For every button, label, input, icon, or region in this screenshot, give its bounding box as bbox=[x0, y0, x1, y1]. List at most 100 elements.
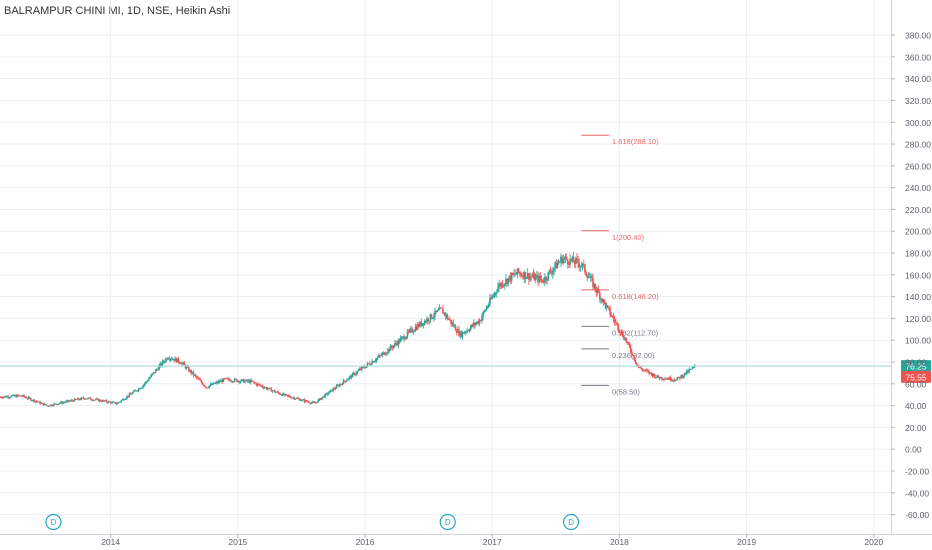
candle-body bbox=[655, 377, 657, 379]
candle-body bbox=[295, 398, 298, 399]
candle-body bbox=[23, 395, 25, 397]
candle-body bbox=[583, 263, 585, 265]
candle-body bbox=[105, 400, 108, 402]
candle-body bbox=[272, 390, 275, 392]
candle-body bbox=[530, 276, 532, 278]
candle-body bbox=[72, 400, 75, 402]
candle-body bbox=[436, 310, 439, 312]
candle-body bbox=[103, 400, 105, 402]
candle-body bbox=[277, 391, 279, 393]
candle-body bbox=[382, 352, 385, 354]
candle-body bbox=[633, 355, 635, 360]
candle-body bbox=[178, 362, 181, 364]
dividend-marker-icon[interactable]: D bbox=[45, 513, 62, 531]
candle-body bbox=[552, 270, 554, 274]
candle-body bbox=[463, 332, 466, 334]
candle-body bbox=[372, 361, 374, 363]
time-tick-label: 2018 bbox=[610, 537, 629, 547]
candle-body bbox=[55, 403, 57, 405]
candle-body bbox=[422, 323, 425, 325]
candle-body bbox=[198, 378, 200, 380]
candle-body bbox=[410, 328, 412, 330]
candle-body bbox=[484, 310, 487, 312]
candle-body bbox=[609, 308, 611, 315]
candle-body bbox=[688, 369, 690, 373]
candle-body bbox=[562, 258, 565, 264]
dividend-marker-icon[interactable]: D bbox=[439, 513, 456, 531]
candle-body bbox=[248, 380, 251, 383]
candle-body bbox=[689, 369, 692, 370]
candle-body bbox=[185, 366, 188, 369]
candle-body bbox=[215, 381, 218, 383]
candle-body bbox=[666, 378, 669, 380]
candle-body bbox=[658, 377, 661, 379]
price-tick-label: 300.00 bbox=[905, 118, 931, 128]
candle-body bbox=[6, 396, 8, 398]
candle-body bbox=[49, 404, 52, 406]
candle-body bbox=[144, 382, 147, 385]
candle-body bbox=[623, 336, 625, 340]
candle-body bbox=[33, 399, 36, 402]
candle-body bbox=[59, 401, 62, 404]
candle-body bbox=[77, 398, 79, 400]
candle-body bbox=[476, 321, 479, 324]
candle-body bbox=[294, 398, 297, 400]
candle-body bbox=[107, 401, 110, 403]
candle-body bbox=[661, 379, 664, 380]
candle-body bbox=[603, 299, 606, 303]
candle-body bbox=[154, 369, 157, 373]
candle-body bbox=[141, 387, 143, 389]
dividend-marker-icon[interactable]: D bbox=[562, 513, 580, 531]
candle-body bbox=[682, 375, 685, 378]
candle-body bbox=[236, 379, 238, 382]
candle-body bbox=[649, 372, 652, 374]
candle-body bbox=[446, 315, 449, 320]
candle-body bbox=[650, 372, 653, 374]
candle-body bbox=[584, 264, 586, 273]
candle-body bbox=[435, 310, 437, 312]
fibonacci-retracement[interactable]: 1.618(288.10) 1(200.40) 0.618(146.20) 0.382… bbox=[581, 134, 659, 396]
candle-body bbox=[25, 397, 28, 399]
candle-body bbox=[93, 399, 95, 401]
candle-body bbox=[159, 363, 162, 366]
candle-body bbox=[604, 302, 607, 308]
candle-body bbox=[678, 377, 680, 378]
candle-body bbox=[617, 323, 619, 330]
candle-body bbox=[251, 380, 253, 382]
candle-body bbox=[205, 386, 207, 388]
candle-body bbox=[253, 381, 255, 383]
candle-body bbox=[536, 275, 538, 277]
candle-body bbox=[428, 320, 431, 322]
candle-body bbox=[328, 390, 331, 393]
candle-body bbox=[419, 321, 421, 327]
chart-grid bbox=[0, 0, 891, 534]
candle-body bbox=[200, 380, 203, 383]
candle-body bbox=[588, 277, 591, 278]
candle-body bbox=[389, 345, 392, 351]
candle-body bbox=[305, 400, 308, 402]
candle-body bbox=[73, 398, 76, 402]
candle-body bbox=[316, 402, 318, 403]
candle-body bbox=[286, 394, 289, 396]
candle-body bbox=[561, 256, 563, 264]
candle-body bbox=[521, 275, 523, 277]
time-axis[interactable]: 2014 2015 2016 2017 2018 2019 2020 bbox=[0, 534, 932, 547]
candle-body bbox=[395, 342, 397, 344]
candle-body bbox=[668, 377, 671, 380]
candle-body bbox=[209, 384, 212, 386]
candle-body bbox=[619, 331, 622, 334]
candle-body bbox=[352, 372, 355, 374]
candle-body bbox=[17, 394, 20, 396]
candle-body bbox=[10, 395, 13, 398]
candle-body bbox=[360, 366, 363, 370]
candle-body bbox=[106, 401, 109, 403]
candle-body bbox=[485, 307, 488, 311]
dividend-marker-label: D bbox=[51, 518, 57, 527]
candle-body bbox=[363, 366, 365, 368]
candle-body bbox=[283, 393, 285, 396]
candle-body bbox=[210, 384, 213, 385]
price-axis[interactable]: 380.00 360.00 340.00 320.00 300.00 280.00 260.… bbox=[891, 0, 931, 534]
candle-body bbox=[117, 402, 119, 404]
